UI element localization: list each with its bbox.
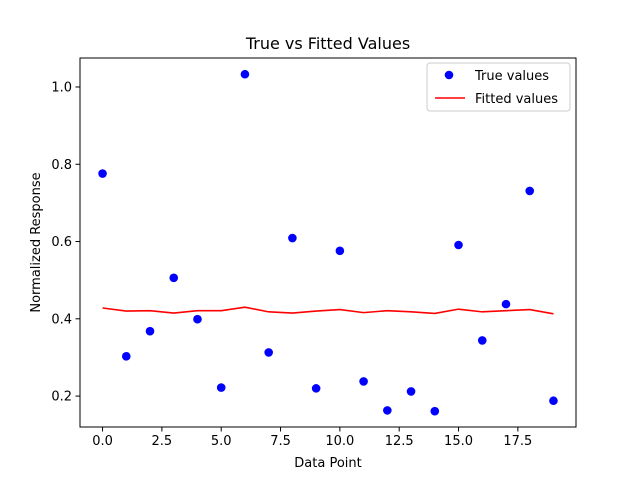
true-value-point [525, 186, 535, 196]
true-value-point [549, 396, 558, 406]
chart-title: True vs Fitted Values [245, 34, 410, 53]
y-axis-label: Normalized Response [29, 172, 44, 312]
legend-marker-true-values [444, 70, 454, 80]
plot-frame [79, 57, 577, 428]
true-value-point [501, 299, 511, 309]
x-axis: 0.0 2.5 5.0 7.5 10.0 12.5 15.0 17.5 [92, 427, 532, 449]
y-axis: 0.2 0.4 0.6 0.8 1.0 [51, 80, 80, 405]
x-axis-label: Data Point [294, 456, 361, 471]
true-value-point [359, 377, 368, 386]
true-value-point [288, 233, 297, 243]
fitted-line [102, 306, 554, 315]
x-tick-label: 7.5 [270, 434, 291, 449]
plot-series [98, 69, 558, 416]
x-tick-label: 17.5 [503, 434, 532, 449]
y-tick-label: 0.4 [51, 312, 72, 327]
x-tick-label: 0.0 [92, 434, 113, 449]
y-tick-label: 0.6 [51, 235, 72, 250]
x-tick-label: 2.5 [152, 434, 173, 449]
true-value-point [98, 169, 107, 178]
y-tick-label: 0.2 [51, 390, 72, 405]
true-value-point [454, 240, 463, 250]
true-value-point [169, 273, 179, 283]
true-value-point [335, 246, 345, 256]
true-value-point [145, 326, 155, 336]
y-tick-label: 0.8 [51, 158, 72, 173]
x-tick-label: 5.0 [211, 434, 232, 449]
true-value-point [216, 383, 226, 392]
true-value-point [193, 314, 202, 324]
true-value-point [477, 336, 487, 345]
true-value-point [311, 384, 321, 393]
true-value-point [430, 406, 440, 416]
y-tick-label: 1.0 [51, 80, 72, 95]
legend-label: Fitted values [475, 92, 558, 107]
true-value-point [406, 387, 416, 396]
legend: True values Fitted values [426, 62, 571, 112]
true-value-point [240, 69, 250, 79]
x-tick-label: 12.5 [385, 434, 414, 449]
legend-box [426, 62, 571, 112]
legend-label: True values [474, 69, 549, 84]
x-tick-label: 10.0 [325, 434, 354, 449]
true-value-point [264, 348, 273, 357]
true-value-point [121, 351, 131, 361]
x-tick-label: 15.0 [444, 434, 473, 449]
true-value-point [383, 406, 392, 415]
